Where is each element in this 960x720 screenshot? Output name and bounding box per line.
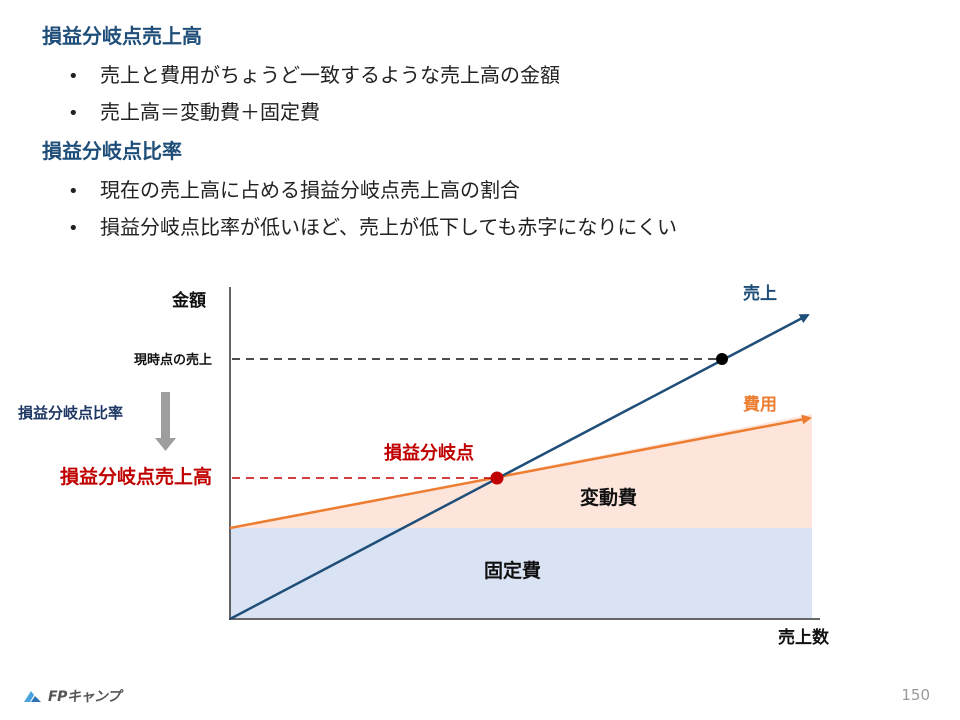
bullet-item: • 売上高＝変動費＋固定費	[68, 96, 320, 125]
ratio-label: 損益分岐点比率	[18, 404, 123, 422]
logo-mark-icon	[24, 691, 41, 702]
bullet-dot: •	[68, 218, 79, 239]
page-number: 150	[901, 686, 930, 704]
bullet-text: 売上と費用がちょうど一致するような売上高の金額	[100, 63, 560, 87]
section-heading-breakeven-ratio: 損益分岐点比率	[42, 139, 182, 163]
bullet-dot: •	[68, 66, 79, 87]
fixed-cost-area	[230, 528, 812, 618]
cost-line-label: 費用	[743, 394, 777, 415]
bullet-item: • 損益分岐点比率が低いほど、売上が低下しても赤字になりにくい	[68, 211, 677, 240]
bullet-dot: •	[68, 103, 79, 124]
fixed-cost-label: 固定費	[484, 559, 541, 582]
breakeven-point-label: 損益分岐点	[384, 442, 474, 464]
bullet-item: • 売上と費用がちょうど一致するような売上高の金額	[68, 59, 560, 88]
breakeven-sales-label: 損益分岐点売上高	[60, 465, 212, 488]
bullet-text: 現在の売上高に占める損益分岐点売上高の割合	[100, 178, 520, 202]
x-axis-label: 売上数	[778, 627, 830, 648]
sales-line	[229, 313, 810, 621]
sales-line-label: 売上	[743, 283, 777, 304]
variable-cost-label: 変動費	[580, 486, 637, 509]
cost-line	[229, 414, 812, 530]
company-logo: FPキャンプ	[22, 686, 121, 706]
logo-text: FPキャンプ	[48, 689, 121, 705]
bullet-dot: •	[68, 181, 79, 202]
ratio-arrow-shaft	[161, 392, 170, 438]
bullet-text: 売上高＝変動費＋固定費	[100, 100, 320, 124]
current-sales-point	[716, 353, 728, 365]
y-axis-label: 金額	[171, 290, 206, 311]
bullet-item: • 現在の売上高に占める損益分岐点売上高の割合	[68, 174, 520, 203]
ratio-arrow-head	[155, 438, 176, 451]
section-heading-breakeven-sales: 損益分岐点売上高	[42, 24, 202, 48]
bullet-text: 損益分岐点比率が低いほど、売上が低下しても赤字になりにくい	[100, 215, 677, 239]
current-sales-label: 現時点の売上	[134, 352, 212, 368]
breakeven-point	[490, 471, 504, 485]
